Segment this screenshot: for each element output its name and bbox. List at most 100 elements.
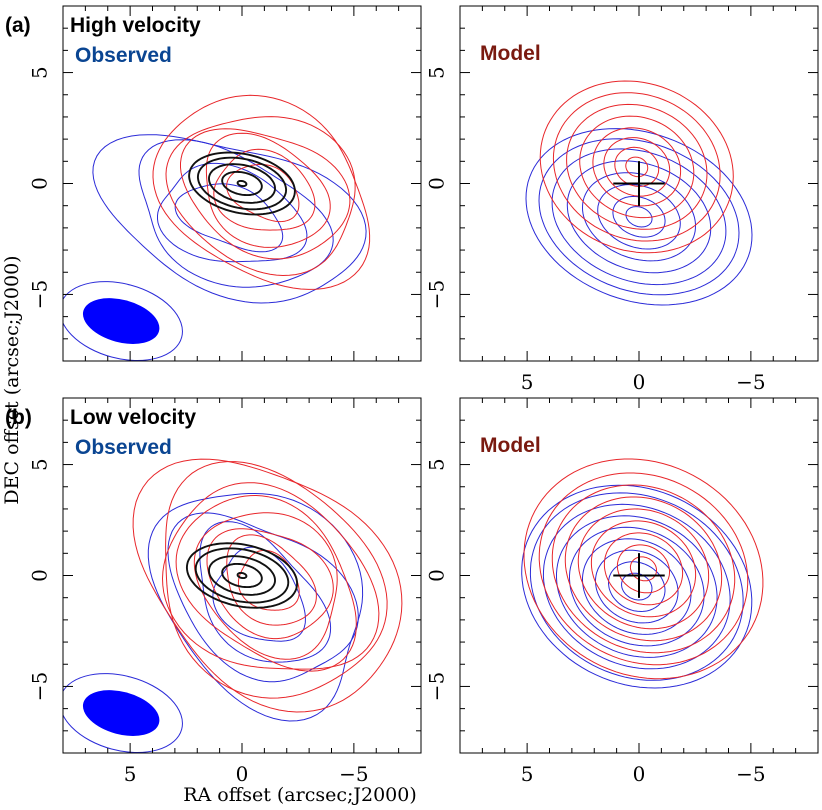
x-tick-label: 0 [633, 762, 646, 786]
panel-b-observed: 5 0 −5 5 0 −5 (b) Low velocity Observed [5, 397, 422, 786]
black-contour-5 [185, 542, 299, 609]
y-tick-label: 5 [28, 66, 52, 79]
blue-contour-5 [569, 526, 705, 647]
red-contour-6 [152, 94, 371, 290]
y-tick-label: −5 [28, 672, 52, 701]
panel-subtitle: Observed [75, 436, 172, 459]
y-tick-label: 5 [28, 458, 52, 471]
red-contour-2 [616, 544, 670, 594]
y-tick-label: 5 [425, 458, 449, 471]
black-contour-2 [221, 170, 263, 197]
blue-contour-3 [595, 549, 679, 624]
red-contour-5 [175, 494, 357, 672]
blue-contour-9 [521, 484, 753, 689]
black-contour-1 [236, 571, 248, 580]
panel-title: Model [480, 434, 541, 457]
plot-area [63, 94, 371, 361]
red-contour-3 [205, 132, 331, 248]
blue-contour-8 [525, 128, 753, 306]
red-contour-5 [577, 508, 710, 630]
blue-contour-3 [167, 512, 359, 683]
red-contour-2 [614, 146, 660, 187]
panel-tag: (a) [5, 14, 31, 37]
red-contour-7 [551, 484, 736, 654]
panel-title: Low velocity [70, 406, 196, 429]
x-axis-title: RA offset (arcsec;J2000) [183, 784, 417, 806]
x-tick-label: 5 [124, 762, 137, 786]
blue-contour-4 [582, 538, 692, 635]
black-contour-2 [221, 562, 263, 589]
red-contour-5 [165, 116, 356, 277]
red-contour-4 [592, 127, 682, 207]
red-contour-8 [538, 472, 749, 666]
black-contour-4 [196, 156, 288, 211]
beam-outline [63, 281, 183, 361]
black-contour-1 [236, 179, 248, 188]
red-contour-4 [590, 520, 697, 618]
beam-ellipse [82, 690, 160, 736]
x-tick-label: 0 [633, 370, 646, 394]
blue-contour-8 [529, 492, 744, 681]
y-tick-label: 5 [425, 66, 449, 79]
black-contour-4 [194, 547, 290, 604]
blue-contour-4 [581, 172, 697, 262]
red-contour-3 [206, 528, 334, 640]
y-tick-label: −5 [425, 280, 449, 309]
black-contour-3 [208, 555, 276, 596]
red-contour-1 [226, 163, 300, 223]
red-contour-6 [566, 103, 708, 230]
blue-contour-7 [542, 503, 731, 670]
red-contour-4 [180, 128, 351, 260]
red-contour-7 [165, 461, 388, 699]
black-contour-3 [208, 163, 276, 204]
x-tick-label: 0 [236, 762, 249, 786]
panel-a-observed: 5 0 −5 (a) High velocity Observed [5, 5, 422, 362]
red-contour-5 [579, 115, 695, 219]
x-tick-label: 5 [521, 370, 534, 394]
plot-area [521, 458, 764, 689]
x-tick-label: 5 [521, 762, 534, 786]
blue-contour-1 [621, 572, 653, 601]
y-tick-label: 0 [28, 569, 52, 582]
blue-contour-6 [551, 148, 727, 286]
blue-contour-2 [612, 195, 666, 238]
blue-contour-6 [556, 515, 718, 658]
red-contour-9 [523, 458, 764, 680]
red-contour-3 [603, 137, 671, 197]
y-tick-label: 0 [425, 177, 449, 190]
blue-contour-4 [147, 493, 364, 722]
beam-ellipse [82, 298, 160, 344]
plot-area [525, 80, 753, 306]
blue-contour-3 [597, 184, 681, 250]
beam-outline [63, 673, 183, 753]
x-tick-label: −5 [736, 762, 765, 786]
red-contour-8 [132, 458, 403, 713]
red-contour-1 [629, 556, 657, 582]
blue-contour-1 [625, 206, 653, 228]
y-tick-label: 0 [28, 177, 52, 190]
x-tick-label: −5 [736, 370, 765, 394]
panel-subtitle: Observed [75, 44, 172, 67]
panel-title: High velocity [70, 14, 201, 37]
red-contour-6 [564, 496, 723, 642]
red-contour-2 [213, 148, 316, 231]
y-tick-label: −5 [425, 672, 449, 701]
panel-a-model: 5 0 −5 5 0 −5 Model [425, 5, 819, 394]
panel-tag: (b) [5, 406, 32, 429]
y-tick-label: 0 [425, 569, 449, 582]
x-tick-label: −5 [339, 762, 368, 786]
blue-contour-2 [607, 561, 666, 613]
blue-contour-3 [138, 139, 334, 288]
red-contour-4 [193, 512, 338, 660]
red-contour-3 [603, 532, 684, 606]
panel-b-model: 5 0 −5 5 0 −5 Model [425, 397, 819, 786]
plot-area [63, 458, 403, 753]
y-tick-label: −5 [28, 280, 52, 309]
red-contour-6 [161, 482, 380, 670]
red-contour-7 [552, 92, 721, 242]
y-axis-title: DEC offset (arcsec;J2000) [1, 255, 23, 504]
red-contour-8 [539, 80, 734, 254]
blue-contour-5 [566, 160, 712, 274]
blue-contour-2 [157, 162, 308, 263]
